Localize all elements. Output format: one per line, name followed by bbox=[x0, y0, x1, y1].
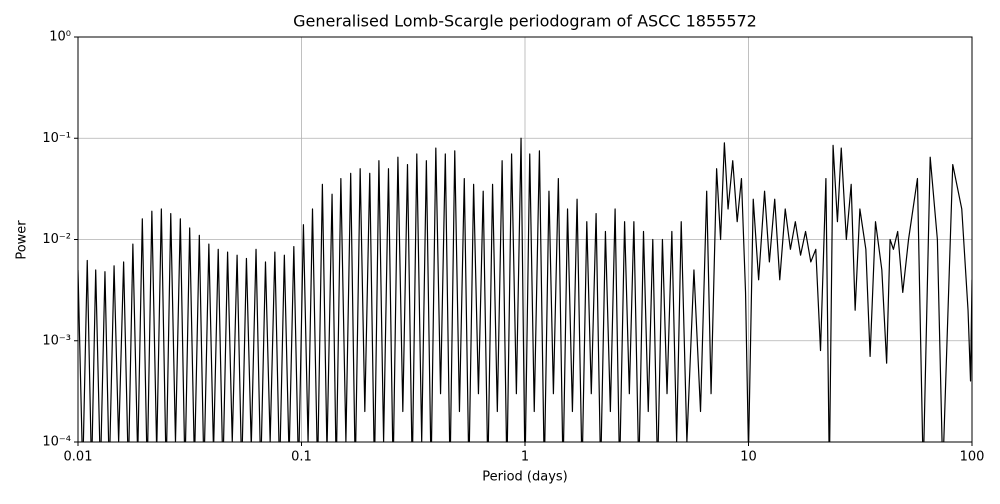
periodogram-line bbox=[78, 137, 972, 442]
x-tick-label: 0.1 bbox=[291, 450, 312, 465]
y-tick-label: 10⁻³ bbox=[42, 333, 71, 348]
y-tick-label: 10⁻² bbox=[42, 232, 71, 247]
y-tick-label: 10⁻⁴ bbox=[42, 435, 71, 450]
plot-frame bbox=[77, 36, 973, 443]
x-tick-label: 1 bbox=[521, 450, 529, 465]
chart-title: Generalised Lomb-Scargle periodogram of … bbox=[293, 12, 757, 31]
x-axis-label: Period (days) bbox=[482, 470, 568, 485]
x-tick-label: 0.01 bbox=[64, 450, 93, 465]
plot-area bbox=[78, 137, 972, 442]
y-tick-label: 10⁻¹ bbox=[42, 131, 71, 146]
x-tick-label: 100 bbox=[960, 450, 985, 465]
y-axis-label: Power bbox=[15, 220, 30, 260]
x-tick-label: 10 bbox=[740, 450, 757, 465]
y-tick-label: 10⁰ bbox=[49, 30, 71, 45]
